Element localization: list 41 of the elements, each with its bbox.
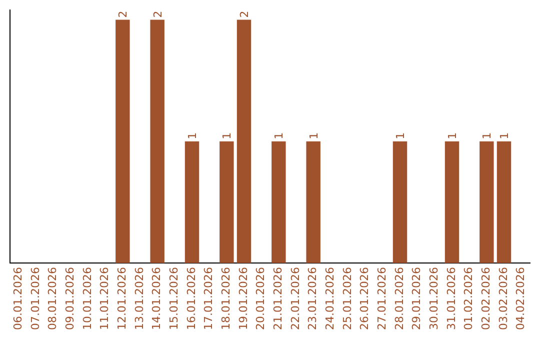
x-tick-label: 02.02.2026 — [480, 267, 493, 330]
x-tick-label: 03.02.2026 — [496, 267, 510, 330]
x-tick-label: 21.01.2026 — [272, 267, 285, 330]
x-tick-label: 11.01.2026 — [98, 267, 112, 330]
x-tick-label: 16.01.2026 — [184, 267, 198, 330]
data-label: 2 — [238, 10, 251, 18]
x-tick-label: 28.01.2026 — [392, 267, 406, 330]
x-tick-label: 19.01.2026 — [236, 267, 250, 330]
data-label: 2 — [116, 10, 130, 18]
x-tick-label: 01.02.2026 — [462, 267, 476, 330]
x-tick-label: 17.01.2026 — [202, 267, 216, 330]
data-label: 1 — [480, 132, 494, 140]
data-label: 1 — [446, 132, 459, 140]
x-tick-label: 24.01.2026 — [324, 267, 337, 330]
x-tick-label: 30.01.2026 — [428, 267, 441, 330]
x-tick-label: 27.01.2026 — [376, 267, 389, 330]
x-tick-label: 12.01.2026 — [116, 267, 129, 330]
x-tick-label: 22.01.2026 — [288, 267, 302, 330]
x-tick-label: 08.01.2026 — [46, 267, 60, 330]
data-label: 1 — [394, 132, 407, 140]
x-tick-label: 26.01.2026 — [358, 267, 372, 330]
x-tick-label: 20.01.2026 — [254, 267, 268, 330]
x-tick-label: 18.01.2026 — [220, 267, 233, 330]
x-tick-label: 25.01.2026 — [340, 267, 354, 330]
data-label: 1 — [220, 132, 234, 140]
x-tick-label: 15.01.2026 — [168, 267, 181, 330]
x-tick-label: 23.01.2026 — [306, 267, 320, 330]
x-tick-label: 10.01.2026 — [80, 267, 94, 330]
data-label: 1 — [272, 132, 286, 140]
x-tick-label: 06.01.2026 — [12, 267, 25, 330]
x-tick-label: 07.01.2026 — [28, 267, 42, 330]
x-tick-label: 29.01.2026 — [410, 267, 424, 330]
data-label: 1 — [498, 132, 511, 140]
x-tick-label: 09.01.2026 — [64, 267, 77, 330]
data-label: 1 — [186, 132, 199, 140]
x-tick-label: 31.01.2026 — [444, 267, 458, 330]
x-tick-label: 14.01.2026 — [150, 267, 164, 330]
data-label: 1 — [307, 132, 320, 140]
x-tick-label: 04.02.2026 — [514, 267, 528, 330]
data-label: 2 — [151, 10, 164, 18]
x-tick-label: 13.01.2026 — [132, 267, 146, 330]
